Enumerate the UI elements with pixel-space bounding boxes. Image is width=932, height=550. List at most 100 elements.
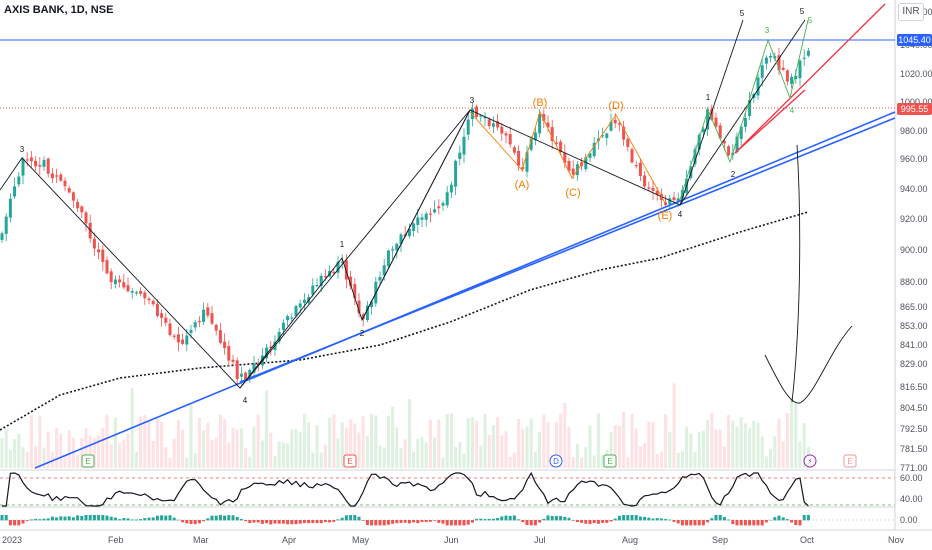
candle-body [231, 359, 235, 362]
trendline-lower[interactable] [34, 111, 896, 469]
volume-bar [647, 421, 651, 468]
macd-bar [563, 516, 567, 521]
macd-bar [567, 517, 571, 521]
candle-body [622, 126, 626, 140]
volume-bar [706, 420, 710, 468]
candle-body [147, 298, 151, 301]
candle-body [357, 300, 361, 314]
volume-bar [311, 452, 315, 468]
x-tick-label: 2023 [2, 535, 22, 545]
candle-body [193, 322, 197, 328]
event-markers[interactable]: E E D E E ⚡ [81, 454, 857, 468]
macd-bar [672, 520, 676, 522]
event-marker-label: E [847, 457, 852, 466]
candle-body [550, 127, 554, 142]
candle-body [412, 223, 416, 231]
volume-bar [172, 438, 176, 468]
macd-bar [126, 518, 130, 521]
macd-bar [0, 515, 4, 521]
volume-bar [290, 429, 294, 468]
macd-bar [609, 520, 613, 522]
candle-body [542, 114, 546, 121]
volume-bar [181, 429, 185, 468]
macd-bar [218, 515, 222, 521]
macd-bar [122, 518, 126, 521]
volume-bar [697, 431, 701, 468]
macd-bar [382, 520, 386, 526]
candle-body [458, 152, 462, 159]
candle-body [454, 160, 458, 187]
corrective-wave[interactable] [469, 110, 666, 204]
candle-body [336, 261, 340, 273]
macd-bar [412, 520, 416, 523]
volume-bar [97, 435, 101, 468]
subwave-green[interactable] [679, 19, 809, 201]
channel-line-red-lower[interactable] [734, 89, 806, 154]
macd-bar [760, 520, 764, 526]
y-tick-label: 853.00 [900, 321, 928, 331]
earnings-marker [343, 454, 357, 468]
candle-body [433, 209, 437, 213]
volume-bar [235, 429, 239, 468]
candle-body [286, 316, 290, 321]
candle-body [508, 134, 512, 145]
volume-bar [748, 428, 752, 468]
trendline-upper[interactable] [239, 117, 896, 383]
candle-body [365, 305, 369, 321]
macd-bar [580, 520, 584, 523]
macd-bar [176, 519, 180, 521]
volume-bar [239, 428, 243, 468]
candle-body [567, 161, 571, 172]
volume-bar [500, 435, 504, 468]
volume-bar [298, 432, 302, 468]
volume-bar [588, 425, 592, 468]
macd-bar [428, 520, 432, 522]
macd-bar [340, 517, 344, 521]
earnings-marker [603, 454, 617, 468]
macd-bar [59, 516, 63, 521]
candle-body [76, 201, 80, 209]
candle-body [672, 197, 676, 201]
macd-bar [365, 520, 369, 526]
candle-body [613, 119, 617, 124]
volume-bar [38, 416, 42, 468]
candle-body [235, 360, 239, 379]
volume-bar [575, 443, 579, 468]
candle-body [8, 198, 12, 218]
volume-bar [496, 417, 500, 468]
volume-bar [256, 414, 260, 468]
elliott-wave-main[interactable] [0, 19, 744, 389]
volume-bar [580, 457, 584, 468]
macd-bar [391, 520, 395, 524]
macd-bar [17, 520, 21, 526]
macd-bar [693, 520, 697, 526]
volume-bar [559, 413, 563, 468]
currency-button[interactable]: INR [898, 3, 924, 21]
macd-bar [353, 515, 357, 521]
volume-bar [718, 429, 722, 468]
correction-label: (E) [658, 210, 673, 222]
macd-bar [214, 515, 218, 521]
macd-bar [529, 520, 533, 526]
macd-bar [265, 520, 269, 524]
volume-bar [349, 419, 353, 468]
candle-body [189, 329, 193, 333]
volume-bar [113, 417, 117, 468]
y-tick-label: 940.00 [900, 184, 928, 194]
macd-bar [454, 520, 458, 526]
macd-bar [470, 520, 474, 523]
volume-bar [8, 450, 12, 468]
macd-bar [172, 517, 176, 521]
macd-bar [685, 520, 689, 526]
volume-bar [428, 419, 432, 468]
macd-bar [466, 520, 470, 525]
channel-line-red[interactable] [734, 3, 886, 154]
volume-bar [735, 426, 739, 468]
volume-bar [790, 397, 794, 468]
wave-label: 5 [740, 9, 745, 18]
volume-bar [802, 423, 806, 468]
macd-bar [517, 519, 521, 521]
volume-bar [0, 438, 4, 468]
volume-bar [714, 429, 718, 468]
